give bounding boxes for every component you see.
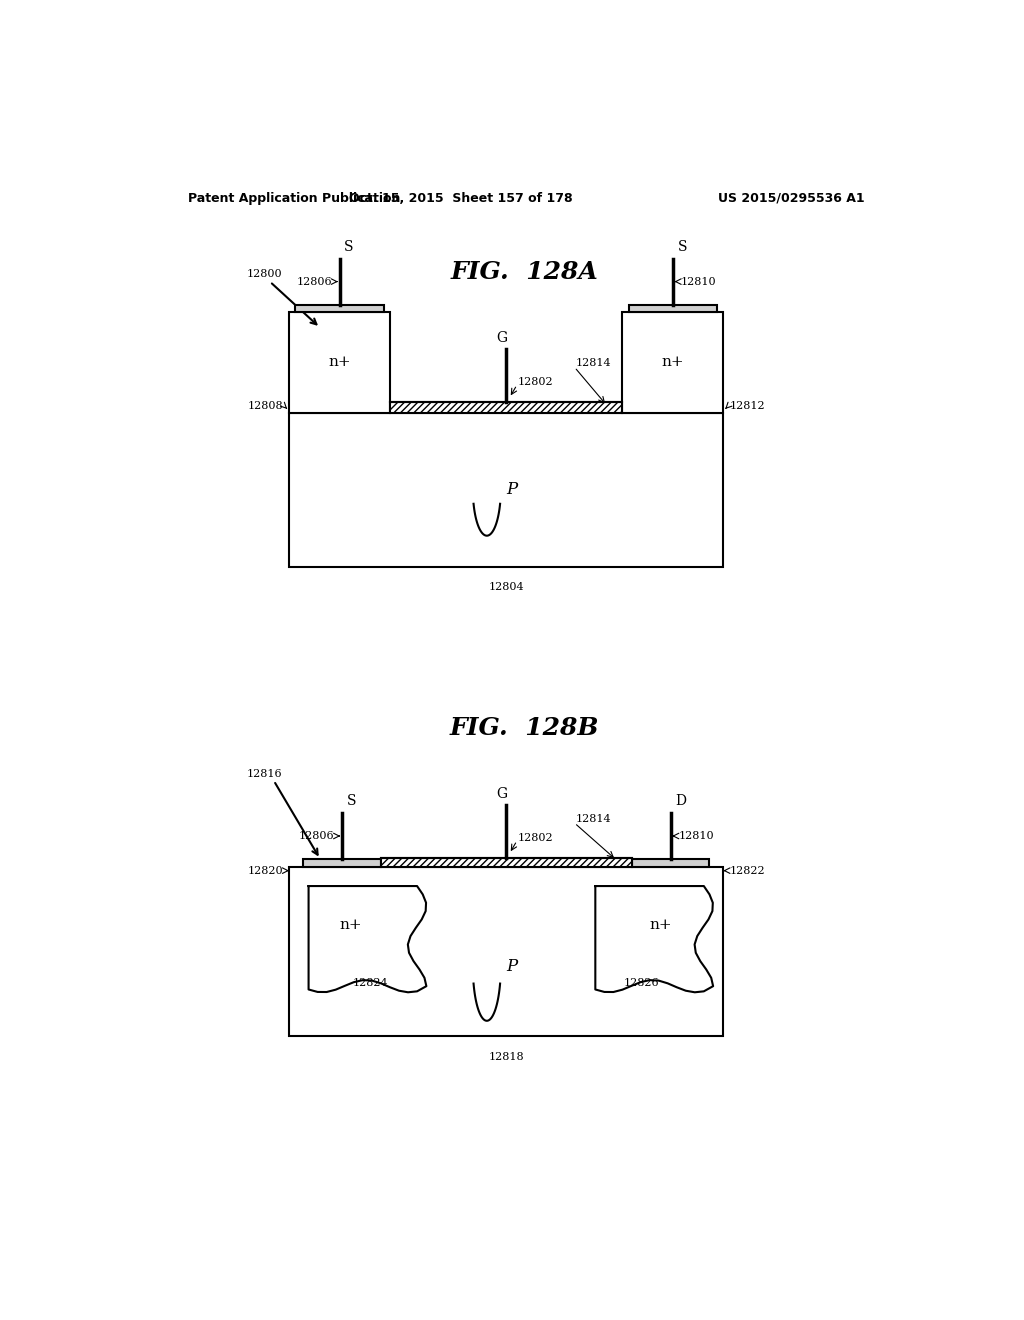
Bar	[303, 859, 381, 867]
Text: 12802: 12802	[518, 833, 553, 843]
Text: 12824: 12824	[352, 978, 388, 989]
Text: 12808: 12808	[248, 401, 283, 412]
Bar	[629, 305, 717, 313]
Text: G: G	[496, 331, 507, 345]
Text: 12816: 12816	[247, 770, 283, 779]
Bar	[381, 858, 632, 867]
Text: 12802: 12802	[518, 378, 553, 388]
Bar	[289, 412, 723, 566]
Text: Patent Application Publication: Patent Application Publication	[188, 191, 400, 205]
Bar	[632, 859, 710, 867]
Text: n+: n+	[329, 355, 351, 370]
Text: FIG.  128B: FIG. 128B	[451, 717, 599, 741]
Text: 12826: 12826	[624, 978, 659, 989]
Text: 12812: 12812	[729, 401, 765, 412]
Text: 12810: 12810	[681, 277, 716, 286]
Text: 12820: 12820	[248, 866, 283, 875]
Text: US 2015/0295536 A1: US 2015/0295536 A1	[718, 191, 864, 205]
Text: 12814: 12814	[575, 358, 611, 368]
Bar	[623, 313, 723, 413]
Text: S: S	[346, 795, 356, 808]
Text: Oct. 15, 2015  Sheet 157 of 178: Oct. 15, 2015 Sheet 157 of 178	[349, 191, 573, 205]
Bar	[390, 401, 623, 412]
Text: FIG.  128A: FIG. 128A	[451, 260, 599, 284]
Text: n+: n+	[340, 917, 362, 932]
Text: P: P	[506, 958, 517, 975]
Bar	[289, 313, 390, 413]
Text: n+: n+	[662, 355, 684, 370]
Text: 12822: 12822	[729, 866, 765, 875]
Bar	[289, 867, 723, 1036]
Text: 12806: 12806	[296, 277, 332, 286]
Bar	[295, 305, 384, 313]
Text: 12804: 12804	[488, 582, 524, 591]
Text: n+: n+	[650, 917, 673, 932]
Text: 12806: 12806	[299, 832, 334, 841]
Text: S: S	[678, 240, 687, 253]
Text: 12814: 12814	[575, 814, 611, 824]
Text: 12800: 12800	[247, 269, 283, 279]
Text: G: G	[496, 787, 507, 800]
Text: 12810: 12810	[678, 832, 714, 841]
Text: S: S	[344, 240, 353, 253]
Text: P: P	[506, 480, 517, 498]
Text: 12818: 12818	[488, 1052, 524, 1061]
Text: D: D	[675, 795, 686, 808]
